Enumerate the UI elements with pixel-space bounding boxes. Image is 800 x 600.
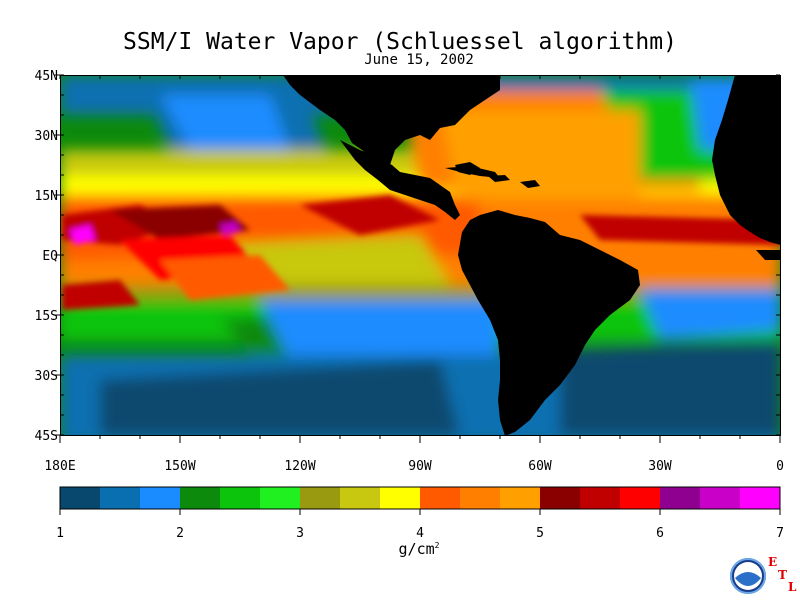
etl-letter-l: L [788, 580, 797, 594]
lat-label: 30S [35, 369, 58, 384]
colorbar-tick-label: 4 [416, 526, 424, 541]
lon-label: 90W [408, 459, 432, 474]
units-superscript: 2 [434, 541, 440, 550]
lon-label: 0 [776, 459, 784, 474]
colorbar-tick-label: 3 [296, 526, 304, 541]
noaa-logo-icon [730, 558, 766, 594]
colorbar-swatch [740, 487, 781, 509]
lon-label: 150W [164, 459, 195, 474]
colorbar-swatch [300, 487, 341, 509]
lat-label: 45S [35, 429, 58, 444]
colorbar-tick-label: 6 [656, 526, 664, 541]
latitude-labels: 45N 30N 15N EQ 15S 30S 45S [35, 69, 59, 444]
map-title: SSM/I Water Vapor (Schluessel algorithm) [123, 29, 677, 55]
colorbar-units: g/cm2 [0, 540, 800, 558]
colorbar-swatch [60, 487, 101, 509]
colorbar-swatch [460, 487, 501, 509]
axis-ticks [54, 74, 781, 443]
lon-label: 60W [528, 459, 552, 474]
colorbar-tick-label: 1 [56, 526, 64, 541]
map-field [60, 75, 781, 436]
colorbar-tick-label: 5 [536, 526, 544, 541]
colorbar-swatch [100, 487, 141, 509]
longitude-labels: 180E 150W 120W 90W 60W 30W 0 [44, 459, 784, 474]
colorbar-swatch [540, 487, 581, 509]
map-date: June 15, 2002 [364, 52, 474, 68]
lon-label: 30W [648, 459, 672, 474]
colorbar [59, 486, 781, 515]
colorbar-swatch [260, 487, 301, 509]
lat-label: 45N [35, 69, 58, 84]
colorbar-swatch [420, 487, 461, 509]
colorbar-tick-label: 2 [176, 526, 184, 541]
colorbar-swatch [220, 487, 261, 509]
colorbar-tick-labels: 1 2 3 4 5 6 7 [56, 526, 784, 541]
lat-label: EQ [42, 249, 58, 264]
colorbar-swatch [580, 487, 621, 509]
lat-label: 30N [35, 129, 58, 144]
land-masses [283, 75, 781, 436]
colorbar-swatch [180, 487, 221, 509]
colorbar-swatch [500, 487, 541, 509]
colorbar-swatch [700, 487, 741, 509]
colorbar-swatch [340, 487, 381, 509]
lat-label: 15N [35, 189, 58, 204]
colorbar-swatch [620, 487, 661, 509]
colorbar-tick-label: 7 [776, 526, 784, 541]
units-text: g/cm [398, 540, 435, 558]
lon-label: 120W [284, 459, 315, 474]
colorbar-swatch [140, 487, 181, 509]
colorbar-swatch [660, 487, 701, 509]
lon-label: 180E [44, 459, 75, 474]
lat-label: 15S [35, 309, 58, 324]
etl-letter-t: T [778, 568, 787, 582]
etl-letter-e: E [768, 555, 778, 569]
colorbar-swatch [380, 487, 421, 509]
